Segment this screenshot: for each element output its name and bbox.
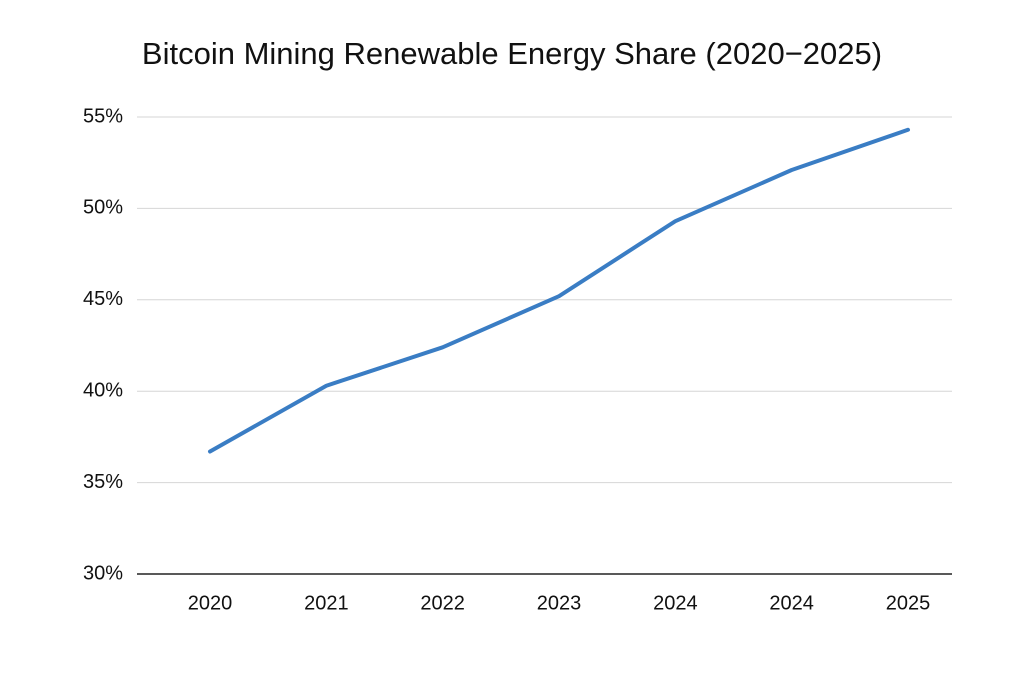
x-tick-label: 2021 [304, 592, 349, 614]
y-tick-label: 40% [83, 379, 123, 401]
x-tick-label: 2025 [886, 592, 931, 614]
x-tick-label: 2023 [537, 592, 582, 614]
chart-title: Bitcoin Mining Renewable Energy Share (2… [142, 36, 882, 71]
y-tick-label: 35% [83, 471, 123, 493]
y-tick-label: 50% [83, 197, 123, 219]
y-tick-label: 45% [83, 288, 123, 310]
x-tick-label: 2022 [420, 592, 465, 614]
x-tick-label: 2024 [653, 592, 698, 614]
y-tick-label: 30% [83, 562, 123, 584]
x-tick-label: 2024 [769, 592, 814, 614]
data-line [208, 127, 910, 454]
x-tick-label: 2020 [188, 592, 233, 614]
y-tick-label: 55% [83, 105, 123, 127]
